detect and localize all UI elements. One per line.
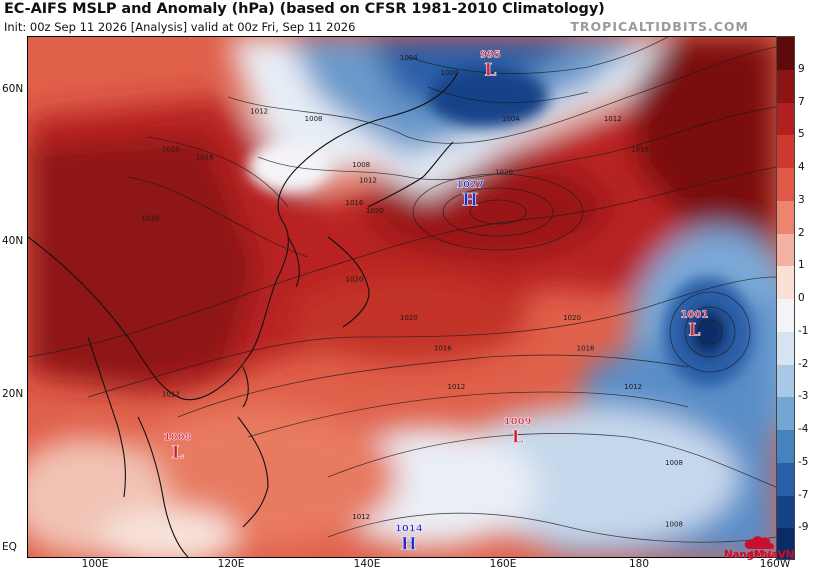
low-pressure-symbol: L [172,443,184,463]
isobar-label: 1016 [345,199,363,207]
colorbar-label: 1 [798,259,805,272]
colorbar-segment [777,331,794,365]
isobar-label: 1008 [665,459,683,467]
colorbar-label: -7 [798,488,809,501]
pressure-center-value: 1008 [164,432,192,443]
isobar-label: 1016 [631,146,649,154]
lon-label-180: 180 [628,558,650,570]
high-pressure-symbol: H [462,191,478,211]
colorbar-segment [777,430,794,464]
high-pressure-symbol: H [401,535,417,555]
isobar-label: 1008 [305,115,323,123]
lon-label-160e: 160E [489,558,517,570]
nangmua-logo [744,536,774,557]
colorbar-segment [777,69,794,103]
isobar-label: 1020 [400,314,418,322]
lon-label-140e: 140E [353,558,381,570]
brand-watermark: TROPICALTIDBITS.COM [570,19,749,34]
isobar-label: 1004 [502,115,520,123]
colorbar-label: 2 [798,226,805,239]
colorbar-label: 4 [798,161,805,173]
isobar-label: 1020 [141,215,159,223]
low-pressure-symbol: L [512,428,524,448]
colorbar-segment [777,397,794,431]
lon-label-120e: 120E [217,558,245,570]
coastlines [28,71,459,557]
colorbar-label: 0 [798,292,805,304]
colorbar-segment [777,200,794,234]
isobar-label: 1012 [604,115,622,123]
pressure-center-value: 1009 [504,417,532,428]
anomaly-field [28,37,776,557]
isobar-label: 1020 [366,207,384,215]
colorbar-segment [777,135,794,169]
pressure-center-value: 1001 [680,310,708,321]
isobar-label: 1012 [624,383,642,391]
isobar-label: 1012 [250,107,268,115]
isobar-label: 1008 [352,161,370,169]
colorbar-segment [777,462,794,496]
lat-label-eq: EQ [2,541,17,554]
colorbar-label: -5 [798,455,809,468]
isobar-label: 1000 [441,69,459,77]
colorbar-label: 3 [798,193,805,206]
isobar-label: 1016 [577,345,595,353]
colorbar-segment [777,168,794,202]
isobar-contours [28,37,776,543]
lon-label-100e: 100E [81,558,109,570]
isobar-label: 1020 [162,146,180,154]
colorbar-label: -3 [798,390,809,403]
isobar-label: 1012 [162,390,180,398]
colorbar-segment [777,495,794,529]
isobar-label: 1020 [563,314,581,322]
chart-subtitle: Init: 00z Sep 11 2026 [Analysis] valid a… [4,20,356,34]
isobar-label: 1012 [352,513,370,521]
pressure-center-value: 995 [480,50,501,61]
colorbar-label: -2 [798,357,809,370]
colorbar-segment [777,102,794,136]
lat-label-60n: 60N [2,82,24,95]
isobar-label: 1012 [447,383,465,391]
colorbar-segment [777,364,794,398]
colorbar-label: 7 [798,95,805,108]
colorbar-segment [777,528,794,559]
colorbar-segment [777,299,794,333]
isobar-label: 1020 [345,276,363,284]
lat-label-40n: 40N [2,235,24,248]
anomaly-detail [248,67,753,387]
colorbar-label: 9 [798,62,805,75]
logo-text: NangMuaVN [724,549,795,561]
colorbar-label: -9 [798,521,809,534]
low-pressure-symbol: L [484,61,496,81]
pressure-center-value: 1027 [456,180,484,191]
colorbar-label: 5 [798,128,805,141]
colorbar-label: -1 [798,324,809,337]
low-pressure-symbol: L [688,321,700,341]
isobar-label: 1016 [196,153,214,161]
isobar-label: 1016 [434,345,452,353]
isobar-label: 1012 [359,176,377,184]
colorbar-segment [777,37,794,71]
map-panel: 995 L 1027 H 1001 L 1009 L 1008 L 1014 H 1004 1000 10… [27,36,777,558]
pressure-center-value: 1014 [395,524,423,535]
colorbar-label: -4 [798,423,809,435]
isobar-label: 1008 [665,520,683,528]
isobar-label: 1020 [495,169,513,177]
isobar-label: 1004 [400,54,418,62]
lat-label-20n: 20N [2,388,24,401]
colorbar-segment [777,233,794,267]
colorbar-segment [777,266,794,300]
anomaly-colorbar [776,36,795,560]
chart-title: EC-AIFS MSLP and Anomaly (hPa) (based on… [4,1,605,17]
lon-label-160w: 160W [759,558,791,570]
